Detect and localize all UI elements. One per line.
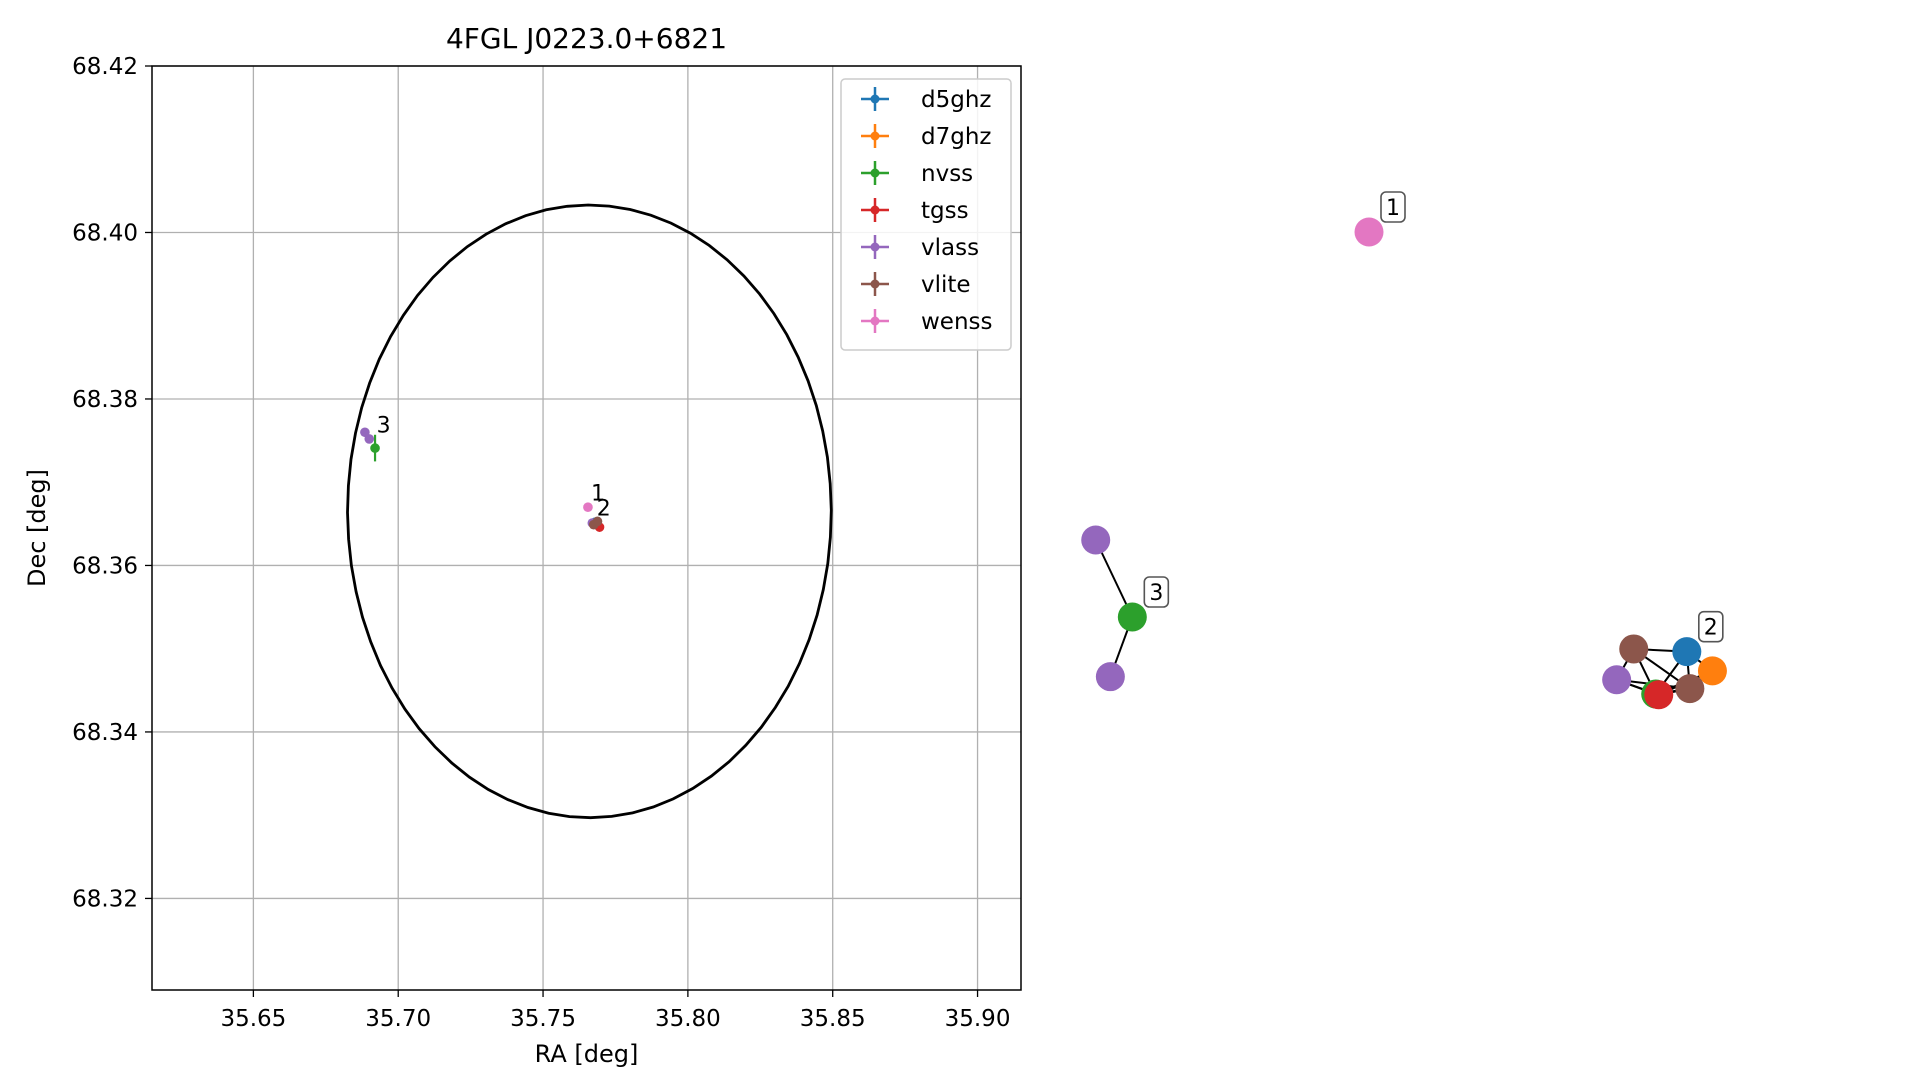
legend-marker-wenss: [870, 316, 880, 326]
network-node-d5ghz-2: [1672, 637, 1702, 667]
legend-box: [840, 78, 1012, 351]
x-tick-label: 35.70: [365, 1006, 431, 1032]
network-node-vlass-2: [1602, 665, 1632, 695]
x-tick-label: 35.75: [510, 1006, 576, 1032]
y-tick-label: 68.40: [72, 220, 138, 246]
y-tick-label: 68.34: [72, 720, 138, 746]
y-tick-label: 68.38: [72, 387, 138, 413]
network-node-wenss-1: [1354, 217, 1384, 247]
point-annotation: 3: [377, 413, 391, 438]
x-axis-label: RA [deg]: [535, 1040, 639, 1068]
legend-marker-vlass: [870, 242, 880, 252]
network-label-box: [1143, 576, 1170, 608]
scatter-panel: 3 12 35.65 35.70 35.75 35.80 35.85 35.90 68.32…: [23, 22, 1022, 1068]
point-annotation: 2: [597, 497, 611, 522]
legend-label-vlass: vlass: [921, 235, 979, 261]
point-annotation: 1: [591, 482, 605, 507]
y-axis-label: Dec [deg]: [23, 469, 51, 587]
legend-label-wenss: wenss: [921, 309, 993, 335]
legend-marker-nvss: [870, 168, 880, 178]
legend-label-nvss: nvss: [921, 161, 973, 187]
network-labels: 1 3 2: [1143, 191, 1724, 643]
y-tick-label: 68.42: [72, 54, 138, 80]
data-point-wenss: [583, 502, 593, 512]
network-label-box: [1698, 610, 1724, 643]
localization-ellipse-layer: [346, 203, 833, 820]
network-node-tgss-2: [1644, 680, 1674, 710]
network-label: 3: [1149, 581, 1163, 606]
data-point-vlass: [364, 434, 375, 444]
network-node-d7ghz-2: [1697, 656, 1727, 686]
axes-frame: [151, 65, 1022, 991]
network-nodes: [1081, 217, 1727, 710]
network-label: 1: [1386, 196, 1400, 221]
legend-marker-tgss: [870, 205, 880, 215]
legend-marker-vlite: [870, 279, 880, 289]
chart-title: 4FGL J0223.0+6821: [446, 22, 727, 55]
legend-label-d7ghz: d7ghz: [921, 124, 991, 150]
network-node-nvss-3: [1117, 602, 1147, 632]
network-node-vlass-3b: [1095, 662, 1125, 692]
network-label: 2: [1704, 616, 1718, 641]
x-axis-ticks: 35.65 35.70 35.75 35.80 35.85 35.90: [220, 990, 1010, 1032]
x-tick-label: 35.85: [800, 1006, 866, 1032]
legend-label-tgss: tgss: [921, 198, 969, 224]
y-axis-ticks: 68.32 68.34 68.36 68.38 68.40 68.42: [72, 54, 152, 912]
network-node-vlite-2a: [1619, 634, 1649, 664]
data-point-vlite: [592, 516, 603, 527]
legend: d5ghz d7ghz nvss tgss vlass vlite wenss: [840, 78, 1012, 351]
legend-label-vlite: vlite: [921, 272, 971, 298]
network-node-vlass-3a: [1081, 525, 1111, 555]
legend-marker-d5ghz: [870, 94, 880, 104]
y-tick-label: 68.32: [72, 886, 138, 912]
x-tick-label: 35.65: [220, 1006, 286, 1032]
legend-marker-d7ghz: [870, 131, 880, 141]
network-panel: 1 3 2: [1081, 191, 1727, 710]
data-point-nvss: [370, 443, 380, 453]
point-annotations: 3 12: [377, 413, 611, 521]
x-tick-label: 35.90: [945, 1006, 1011, 1032]
network-label-box: [1380, 191, 1406, 223]
x-tick-label: 35.80: [655, 1006, 721, 1032]
localization-ellipse: [346, 203, 833, 820]
legend-label-d5ghz: d5ghz: [921, 87, 991, 113]
y-tick-label: 68.36: [72, 553, 138, 579]
network-node-vlite-2b: [1675, 674, 1705, 704]
data-points: [360, 427, 605, 532]
